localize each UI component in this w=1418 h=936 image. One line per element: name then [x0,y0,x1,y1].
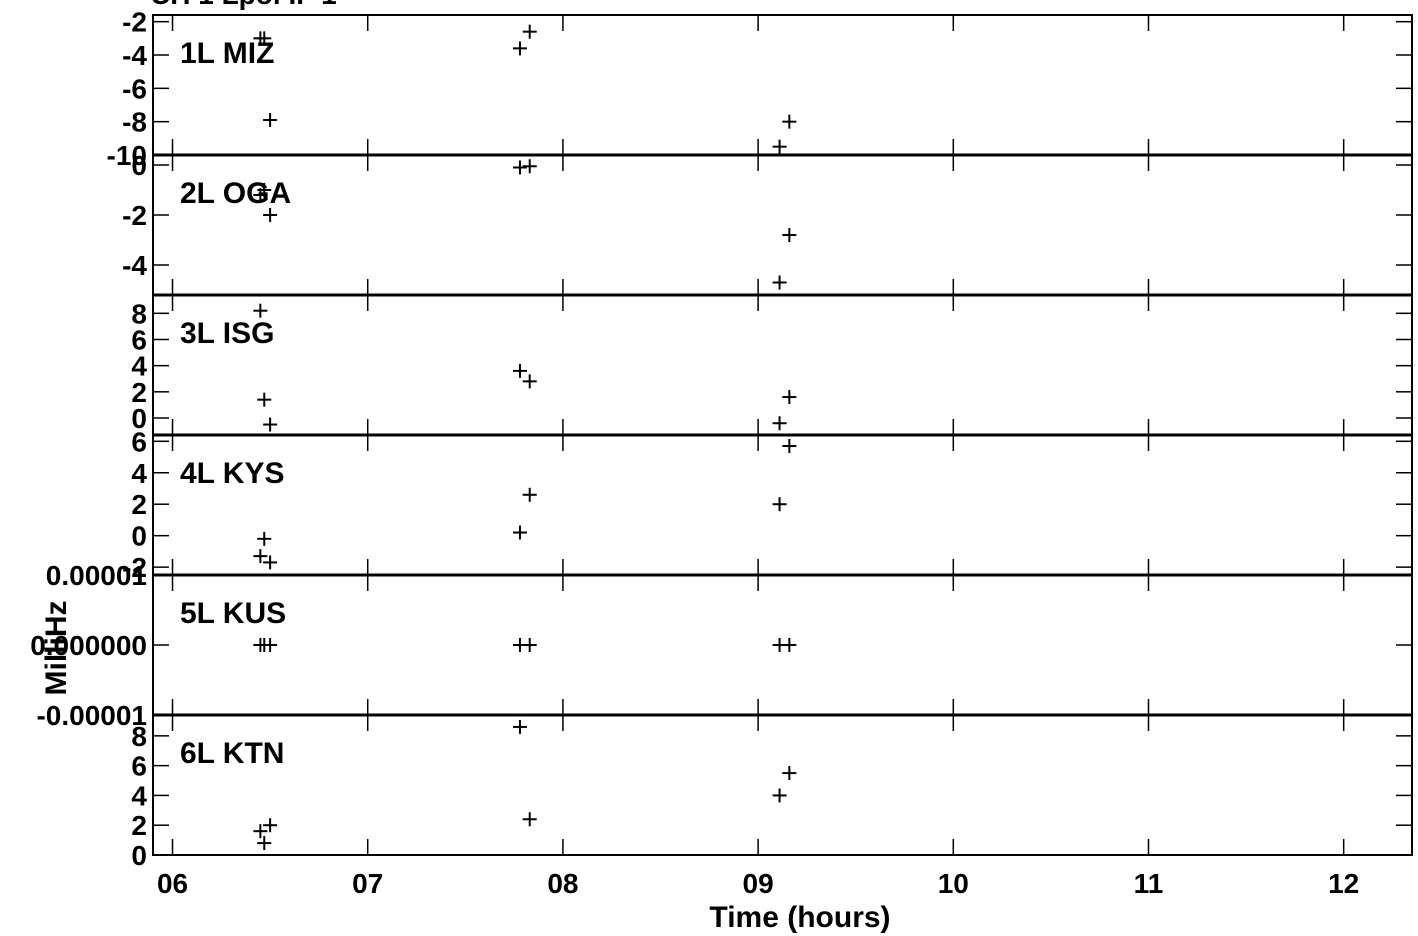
data-point [782,439,797,454]
data-point [782,228,797,242]
data-point [772,275,787,290]
y-tick-label: -0.00001 [36,700,147,731]
data-point [257,836,272,851]
data-point [257,392,272,407]
data-point [782,114,797,129]
panel-label: 4L KYS [180,457,285,490]
data-point [522,159,537,174]
y-tick-label: 2 [131,377,147,408]
data-point [782,390,797,405]
y-tick-label: -4 [122,250,147,281]
x-tick-label: 11 [1134,868,1164,899]
data-point [512,363,527,378]
data-point [782,766,797,781]
data-point [772,788,787,803]
y-tick-label: 4 [131,351,147,382]
x-axis-title: Time (hours) [709,901,890,934]
y-tick-label: -6 [122,73,147,104]
data-point [253,303,268,318]
data-point [512,719,527,734]
panel-label: 1L MIZ [180,37,274,70]
data-point [263,208,278,222]
y-tick-label: 2 [131,810,147,841]
data-point [512,41,527,56]
data-point [257,183,272,197]
panel-label: 5L KUS [180,597,286,630]
data-point [257,31,272,46]
data-point [772,416,787,431]
data-point [772,497,787,512]
y-tick-label: 2 [131,489,147,520]
data-point [772,139,787,154]
y-tick-label: 0.00001 [46,560,147,591]
data-point [512,160,527,175]
y-tick-label: 4 [131,458,147,489]
x-tick-label: 06 [157,868,188,899]
data-point [263,417,278,432]
data-point [263,638,278,652]
data-point [253,824,268,839]
data-point [512,525,527,540]
x-tick-label: 08 [547,868,578,899]
y-tick-label: -10 [107,140,147,171]
panel-label: 3L ISG [180,317,274,350]
y-tick-label: 8 [131,298,147,329]
data-point [522,487,537,502]
y-tick-label: 0.000000 [30,630,147,661]
chart-header-title: CH 1 Lpol IF 1 [150,0,337,10]
x-axis: 06 07 08 09 10 11 12 [157,868,1359,899]
y-tick-label: 6 [131,426,147,457]
x-tick-label: 10 [938,868,969,899]
data-point [253,549,268,564]
y-tick-label: 4 [131,780,147,811]
y-tick-label: -2 [122,552,147,583]
panel-label: 2L OGA [180,177,291,210]
y-tick-label: 0 [131,521,147,552]
y-tick-label: 6 [131,324,147,355]
data-point [263,555,278,570]
y-tick-label: 0 [131,403,147,434]
y-tick-label: -2 [122,7,147,38]
y-tick-label: -8 [122,107,147,138]
y-tick-label: 8 [131,721,147,752]
data-point [263,113,278,127]
y-tick-label: 0 [131,150,147,181]
panel-label: 6L KTN [180,737,284,770]
y-axis-title: MilliHz [40,601,73,696]
panel-1: -2-4-6-8-10 1L MIZ [107,7,1412,171]
data-point [522,374,537,389]
y-tick-label: -2 [122,200,147,231]
data-point [782,638,797,652]
data-point [522,24,537,39]
x-tick-label: 07 [352,868,383,899]
x-tick-label: 09 [743,868,774,899]
data-point [522,638,537,652]
data-point [263,818,278,833]
y-tick-label: -4 [122,40,147,71]
data-point [522,812,537,827]
y-tick-label: 0 [131,840,147,871]
y-tick-label: 6 [131,751,147,782]
data-point [257,531,272,546]
x-tick-label: 12 [1328,868,1359,899]
panel-5: 0.00001 0.000000 -0.00001 5L KUS [30,560,1412,731]
panel-2: 0 -2 -4 2L OGA [122,150,1412,295]
